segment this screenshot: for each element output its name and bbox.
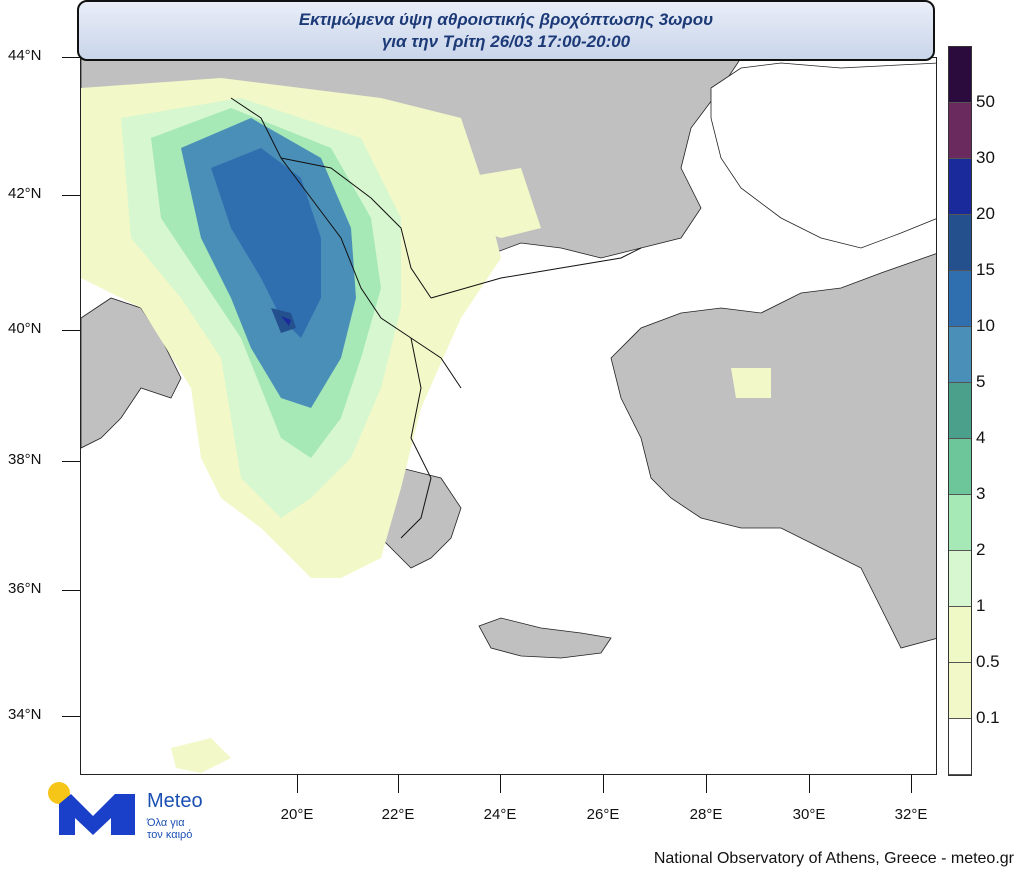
colorbar-segment bbox=[949, 271, 971, 327]
map-svg bbox=[81, 58, 936, 774]
colorbar-label: 3 bbox=[976, 484, 986, 503]
lat-tick bbox=[62, 716, 80, 717]
colorbar-label: 4 bbox=[976, 428, 986, 447]
lat-label: 38°N bbox=[8, 451, 42, 468]
credit-text: National Observatory of Athens, Greece -… bbox=[653, 850, 1014, 867]
lon-label: 28°E bbox=[689, 806, 723, 823]
colorbar-label: 2 bbox=[976, 540, 986, 559]
colorbar-label: 0.5 bbox=[976, 652, 1000, 671]
title-box: Εκτιμώμενα ύψη αθροιστικής βροχόπτωσης 3… bbox=[77, 0, 935, 61]
lat-label: 34°N bbox=[8, 706, 42, 723]
lat-tick bbox=[62, 57, 80, 58]
colorbar-label: 20 bbox=[976, 204, 995, 223]
colorbar-label: 5 bbox=[976, 372, 986, 391]
lat-label: 42°N bbox=[8, 185, 42, 202]
lon-label: 26°E bbox=[586, 806, 620, 823]
map-area bbox=[80, 57, 937, 775]
colorbar-segment bbox=[949, 551, 971, 607]
lat-tick bbox=[62, 590, 80, 591]
lon-tick bbox=[706, 775, 707, 793]
logo-name: Meteo bbox=[147, 790, 203, 812]
lon-tick bbox=[297, 775, 298, 793]
colorbar-label: 0.1 bbox=[976, 708, 1000, 727]
colorbar-label: 1 bbox=[976, 596, 986, 615]
lat-label: 40°N bbox=[8, 320, 42, 337]
lon-label: 32°E bbox=[894, 806, 928, 823]
colorbar-segment bbox=[949, 495, 971, 551]
colorbar-segment bbox=[949, 383, 971, 439]
colorbar-segment bbox=[949, 103, 971, 159]
lon-tick bbox=[500, 775, 501, 793]
land-crete bbox=[478, 617, 612, 659]
logo-tagline-2: τον καιρό bbox=[147, 829, 193, 841]
lat-tick bbox=[62, 461, 80, 462]
colorbar-segment bbox=[949, 607, 971, 663]
colorbar-label: 50 bbox=[976, 92, 995, 111]
title-line-2: για την Τρίτη 26/03 17:00-20:00 bbox=[381, 31, 631, 51]
lat-tick bbox=[62, 195, 80, 196]
lon-label: 30°E bbox=[792, 806, 826, 823]
borders bbox=[230, 97, 642, 539]
colorbar-segment bbox=[949, 327, 971, 383]
colorbar-label: 10 bbox=[976, 316, 995, 335]
lon-tick bbox=[911, 775, 912, 793]
lon-tick bbox=[398, 775, 399, 793]
lon-label: 24°E bbox=[483, 806, 517, 823]
colorbar-segment bbox=[949, 47, 971, 103]
logo-tagline-1: Όλα για bbox=[147, 817, 185, 829]
colorbar-label: 15 bbox=[976, 260, 995, 279]
lon-label: 22°E bbox=[381, 806, 415, 823]
lon-tick bbox=[809, 775, 810, 793]
lat-label: 44°N bbox=[8, 47, 42, 64]
colorbar-segment bbox=[949, 439, 971, 495]
land-anatolia bbox=[610, 253, 936, 649]
precipitation-field bbox=[81, 78, 771, 773]
colorbar-segment bbox=[949, 719, 971, 775]
title-line-1: Εκτιμώμενα ύψη αθροιστικής βροχόπτωσης 3… bbox=[298, 9, 714, 29]
land-italy bbox=[81, 297, 182, 449]
lat-tick bbox=[62, 330, 80, 331]
colorbar-segment bbox=[949, 159, 971, 215]
colorbar-label: 30 bbox=[976, 148, 995, 167]
lon-label: 20°E bbox=[280, 806, 314, 823]
black-sea bbox=[710, 62, 936, 249]
colorbar-segment bbox=[949, 215, 971, 271]
lat-label: 36°N bbox=[8, 580, 42, 597]
colorbar-segment bbox=[949, 663, 971, 719]
lon-tick bbox=[603, 775, 604, 793]
colorbar bbox=[948, 46, 972, 776]
meteo-logo-icon bbox=[48, 782, 135, 835]
